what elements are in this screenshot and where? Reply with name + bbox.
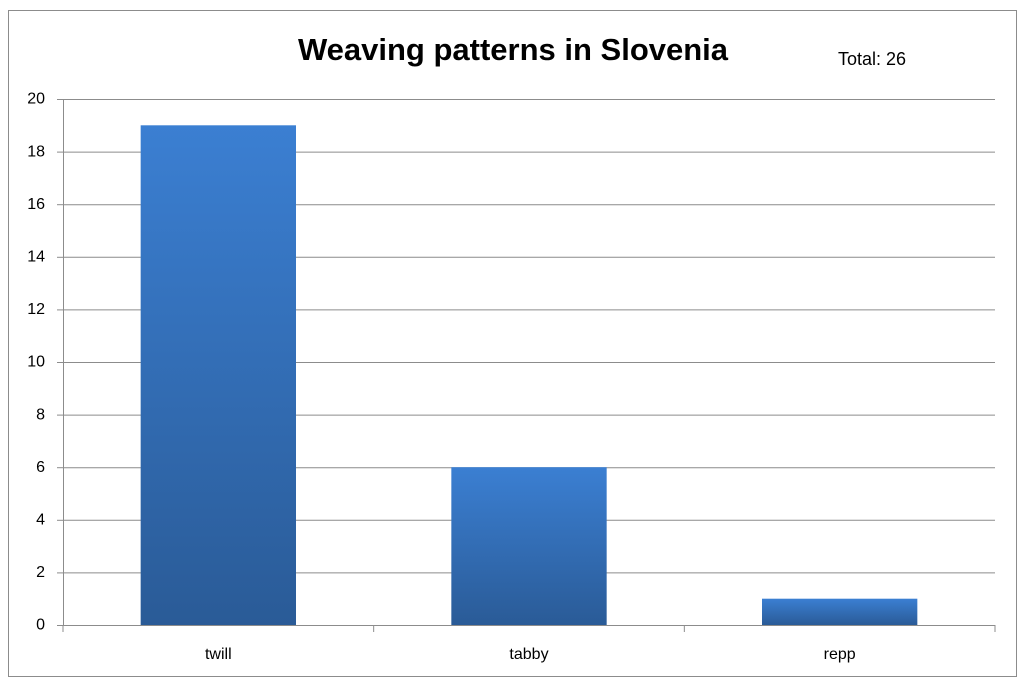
y-tick-label: 20 xyxy=(27,91,45,108)
y-tick-label: 8 xyxy=(36,406,45,423)
chart-title: Weaving patterns in Slovenia xyxy=(298,32,729,67)
y-tick-label: 4 xyxy=(36,512,45,529)
y-tick-label: 12 xyxy=(27,301,45,318)
y-tick-label: 14 xyxy=(27,249,45,266)
y-tick-label: 18 xyxy=(27,143,45,160)
y-tick-label: 10 xyxy=(27,354,45,371)
y-tick-label: 6 xyxy=(36,459,45,476)
bar xyxy=(762,598,918,625)
x-tick-label: tabby xyxy=(509,646,548,663)
bar xyxy=(140,125,296,626)
x-tick-label: twill xyxy=(205,646,232,663)
x-tick-label: repp xyxy=(824,646,856,663)
y-tick-label: 16 xyxy=(27,196,45,213)
y-tick-label: 2 xyxy=(36,564,45,581)
bar xyxy=(451,467,607,625)
annotation: Total: 26 xyxy=(838,49,906,69)
y-tick-label: 0 xyxy=(36,617,45,634)
